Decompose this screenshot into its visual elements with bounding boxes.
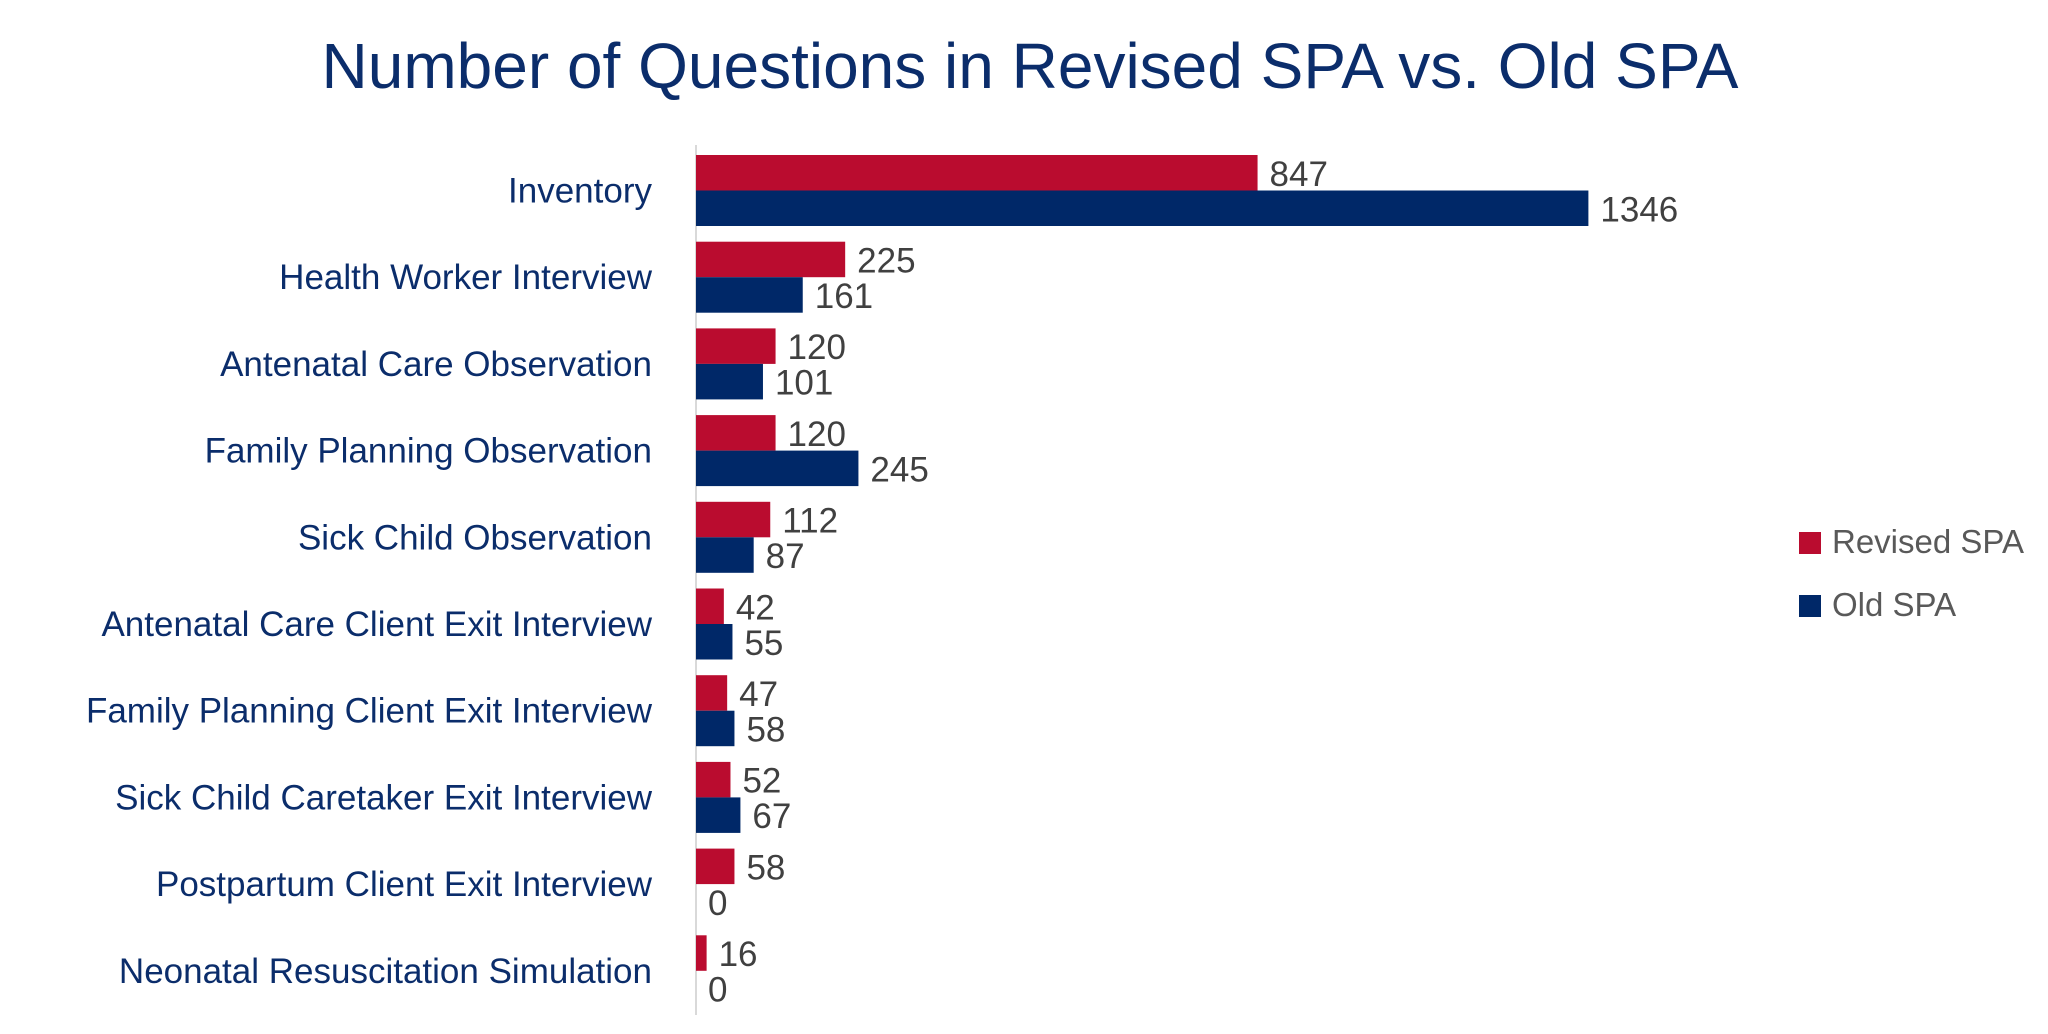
legend-swatch [1799,532,1821,554]
category-label: Inventory [508,172,652,211]
category-label: Postpartum Client Exit Interview [156,865,653,904]
category-label: Family Planning Observation [205,432,652,471]
category-label: Sick Child Caretaker Exit Interview [115,778,653,817]
bar-revised-spa [696,588,724,624]
category-label: Family Planning Client Exit Interview [86,692,653,731]
data-label: 67 [752,797,791,836]
data-label: 161 [815,277,873,316]
data-label: 47 [739,675,778,714]
data-label: 245 [870,450,928,489]
data-label: 0 [708,971,727,1010]
data-label: 58 [746,848,785,887]
data-label: 55 [744,624,783,663]
bar-revised-spa [696,155,1258,191]
category-label: Health Worker Interview [279,258,653,297]
data-label: 52 [742,762,781,801]
category-label: Sick Child Observation [298,518,652,557]
bar-revised-spa [696,675,728,711]
bar-revised-spa [696,415,776,451]
bar-old-spa [696,190,1589,226]
legend-label: Revised SPA [1832,523,2024,560]
data-label: 112 [782,502,838,541]
data-label: 101 [775,364,833,403]
bar-old-spa [696,797,741,833]
bar-old-spa [696,710,735,747]
data-label: 847 [1270,155,1328,194]
category-label: Antenatal Care Client Exit Interview [101,605,652,644]
data-label: 42 [736,588,775,627]
bar-old-spa [696,363,763,400]
chart-title: Number of Questions in Revised SPA vs. O… [322,30,1739,102]
bar-revised-spa [696,328,776,364]
bar-old-spa [696,624,733,660]
bar-revised-spa [696,761,731,798]
data-label: 16 [719,935,758,974]
data-label: 225 [857,241,915,280]
data-label: 120 [788,415,846,454]
category-label: Neonatal Resuscitation Simulation [119,952,652,991]
bar-old-spa [696,537,754,573]
legend-label: Old SPA [1832,586,1956,623]
data-label: 87 [766,537,805,576]
data-label: 120 [788,328,846,367]
data-label: 0 [708,884,727,923]
legend: Revised SPA Old SPA [1799,523,2024,623]
bar-revised-spa [696,935,707,971]
bar-old-spa [696,450,859,487]
data-label: 1346 [1600,190,1678,229]
legend-swatch [1799,595,1821,617]
bar-old-spa [696,277,803,313]
data-label: 58 [746,710,785,749]
bar-revised-spa [696,501,771,538]
category-label: Antenatal Care Observation [220,345,652,384]
bar-revised-spa [696,848,735,885]
bar-revised-spa [696,241,846,278]
